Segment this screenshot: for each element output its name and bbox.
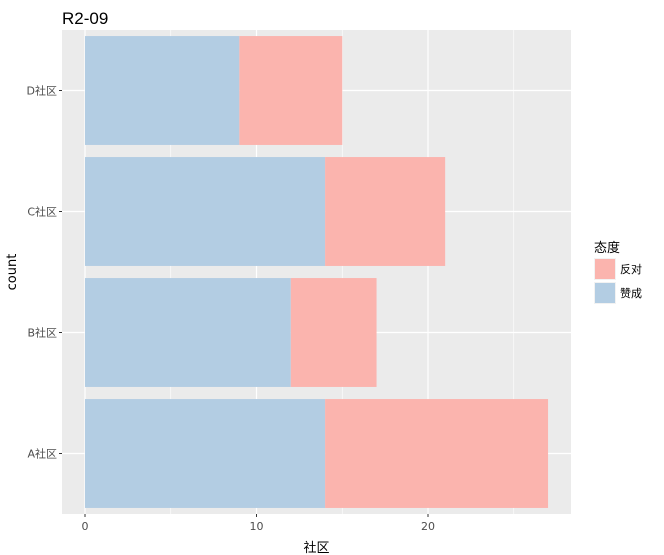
bar-segment bbox=[85, 36, 240, 145]
y-tick-label: A社区 bbox=[27, 447, 57, 461]
y-tick-label: D社区 bbox=[27, 84, 57, 98]
legend-swatch bbox=[595, 259, 615, 279]
bar-segment bbox=[325, 157, 446, 266]
watermark-subtext: keyangou.com bbox=[568, 539, 619, 547]
bar-segment bbox=[239, 36, 343, 145]
y-tick-label: C社区 bbox=[27, 205, 57, 219]
watermark-logo-icon bbox=[537, 516, 561, 540]
legend-label: 赞成 bbox=[620, 287, 642, 300]
legend-label: 反对 bbox=[620, 262, 642, 276]
legend-swatch bbox=[595, 283, 615, 303]
bar-segment bbox=[85, 157, 326, 266]
bar-segment bbox=[85, 278, 291, 387]
y-tick-label: B社区 bbox=[27, 326, 57, 340]
y-axis: A社区 B社区 C社区 D社区 bbox=[27, 84, 62, 461]
chart-title: R2-09 bbox=[62, 9, 108, 28]
bar-segment bbox=[85, 399, 326, 508]
x-tick-label: 0 bbox=[82, 520, 89, 533]
y-axis-title: count bbox=[5, 254, 20, 291]
watermark-eye-icon bbox=[543, 523, 547, 527]
bar-segment bbox=[325, 399, 549, 508]
x-tick-label: 10 bbox=[250, 520, 264, 533]
bar-segment bbox=[290, 278, 377, 387]
x-axis: 0 10 20 bbox=[82, 514, 435, 533]
legend-title: 态度 bbox=[594, 240, 620, 256]
bars bbox=[85, 36, 549, 508]
x-axis-title: 社区 bbox=[303, 540, 329, 555]
watermark-text: 科研狗 bbox=[566, 516, 617, 537]
watermark-eye-icon bbox=[551, 523, 555, 527]
watermark: 科研狗 keyangou.com bbox=[537, 516, 619, 547]
x-tick-label: 20 bbox=[421, 520, 435, 533]
